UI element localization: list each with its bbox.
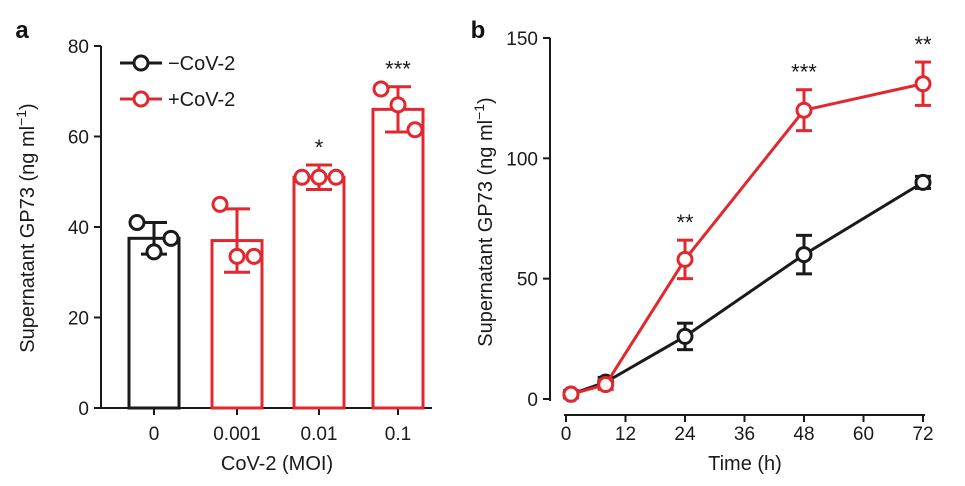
- series-line: [570, 82, 924, 396]
- y-tick-label-b: 0: [527, 390, 538, 411]
- data-point: [162, 229, 180, 247]
- x-axis-label-b: Time (h): [708, 453, 782, 475]
- data-point: [562, 385, 580, 403]
- series-line: [570, 181, 924, 396]
- y-tick-label-a: 40: [68, 218, 89, 239]
- data-point: [145, 243, 163, 261]
- legend-marker: [132, 54, 150, 72]
- y-tick-label-b: 150: [506, 29, 538, 50]
- data-point: [372, 80, 390, 98]
- data-point: [676, 250, 694, 268]
- y-axis-label-a: Supernatant GP73 (ng ml−1): [13, 103, 39, 352]
- data-point: [228, 247, 246, 265]
- x-tick-label-b: 72: [912, 424, 933, 445]
- data-point: [293, 168, 311, 186]
- significance-label: ***: [385, 57, 411, 82]
- x-tick-label-a: 0: [149, 424, 160, 445]
- legend-marker: [132, 90, 150, 108]
- data-point: [406, 121, 424, 139]
- data-point: [327, 168, 345, 186]
- data-point: [310, 168, 328, 186]
- data-point: [914, 173, 932, 191]
- x-tick-label-b: 24: [674, 424, 696, 445]
- data-point: [795, 101, 813, 119]
- x-tick-label-b: 60: [853, 424, 874, 445]
- data-point: [914, 75, 932, 93]
- panel-label-a: a: [15, 17, 29, 44]
- y-tick-label-a: 60: [68, 128, 89, 149]
- significance-label: **: [676, 210, 694, 235]
- significance-label: ***: [791, 60, 817, 85]
- significance-label: **: [914, 32, 932, 57]
- data-point: [211, 195, 229, 213]
- data-point: [128, 213, 146, 231]
- data-point: [597, 376, 615, 394]
- y-tick-label-a: 20: [68, 309, 89, 330]
- bar: [371, 107, 425, 410]
- x-tick-label-a: 0.01: [301, 424, 338, 445]
- data-point: [795, 246, 813, 264]
- legend-label: −CoV-2: [168, 53, 235, 75]
- y-axis-label-b: Supernatant GP73 (ng ml−1): [471, 97, 497, 346]
- x-tick-label-b: 0: [561, 424, 572, 445]
- y-tick-label-a: 0: [78, 399, 89, 420]
- bar: [127, 236, 181, 410]
- data-point: [245, 247, 263, 265]
- x-tick-label-b: 48: [793, 424, 814, 445]
- y-tick-label-b: 100: [506, 149, 538, 170]
- x-tick-label-a: 0.1: [385, 424, 411, 445]
- panel-label-b: b: [471, 17, 486, 44]
- x-tick-label-a: 0.001: [213, 424, 261, 445]
- data-point: [389, 96, 407, 114]
- bar: [292, 175, 346, 410]
- data-point: [676, 327, 694, 345]
- significance-label: *: [315, 135, 324, 160]
- x-tick-label-b: 36: [734, 424, 755, 445]
- x-axis-label-a: CoV-2 (MOI): [221, 453, 333, 475]
- legend-label: +CoV-2: [168, 89, 235, 111]
- x-tick-label-b: 12: [615, 424, 636, 445]
- y-tick-label-a: 80: [68, 37, 89, 58]
- y-tick-label-b: 50: [517, 270, 538, 291]
